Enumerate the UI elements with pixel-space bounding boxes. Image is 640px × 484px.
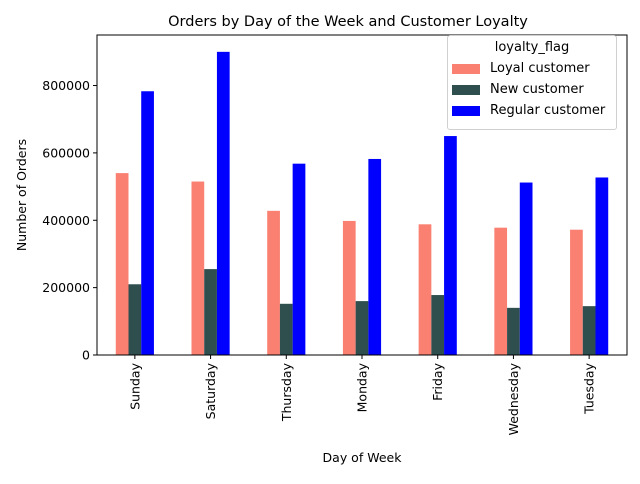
legend-title: loyalty_flag [494,40,570,55]
x-axis: Sunday Saturday Thursday Monday Friday Wednes… [127,355,597,435]
bar [204,269,217,355]
bar [342,220,356,355]
bar [507,307,520,355]
bar [267,210,280,355]
plot-frame [96,34,628,356]
legend-swatch-new [452,84,480,95]
bar [191,181,205,355]
legend: loyalty_flag Loyal customer New customer… [447,35,617,130]
bar [368,158,382,355]
bar [141,91,154,356]
chart-title: Orders by Day of the Week and Customer L… [168,14,528,30]
legend-label-new: New customer [490,82,584,97]
y-tick-label: 0 [82,348,90,363]
bar [355,301,369,355]
legend-label-loyal: Loyal customer [490,61,590,76]
y-tick-label: 200000 [42,280,90,295]
bar [519,182,533,355]
bar [444,136,457,355]
x-tick-label: Tuesday [582,362,597,414]
x-axis-label: Day of Week [323,450,403,465]
y-tick-label: 800000 [42,78,90,93]
bar [292,163,306,355]
bar [431,295,445,355]
legend-item-loyal: Loyal customer [448,58,616,79]
legend-swatch-loyal [452,63,480,74]
y-tick-label: 400000 [42,213,90,228]
x-tick-label: Saturday [203,362,218,419]
bars [115,51,609,356]
bar [494,227,508,355]
legend-swatch-regular [452,105,480,116]
legend-label-regular: Regular customer [490,103,606,118]
x-tick-label: Thursday [279,362,294,422]
bar [570,229,583,355]
bar [216,51,230,356]
bar [279,303,293,355]
legend-item-regular: Regular customer [448,100,616,121]
y-axis-label: Number of Orders [14,139,29,251]
bar [595,177,609,355]
y-tick-label: 600000 [42,145,90,160]
bar [115,173,129,355]
bar [582,306,596,355]
x-tick-label: Wednesday [506,362,521,435]
x-tick-label: Monday [355,362,370,412]
legend-item-new: New customer [448,79,616,100]
bar [418,224,432,355]
x-tick-label: Sunday [127,362,142,409]
bar [128,284,142,355]
x-tick-label: Friday [430,362,445,400]
y-axis: 0 200000 400000 600000 800000 [42,78,97,363]
